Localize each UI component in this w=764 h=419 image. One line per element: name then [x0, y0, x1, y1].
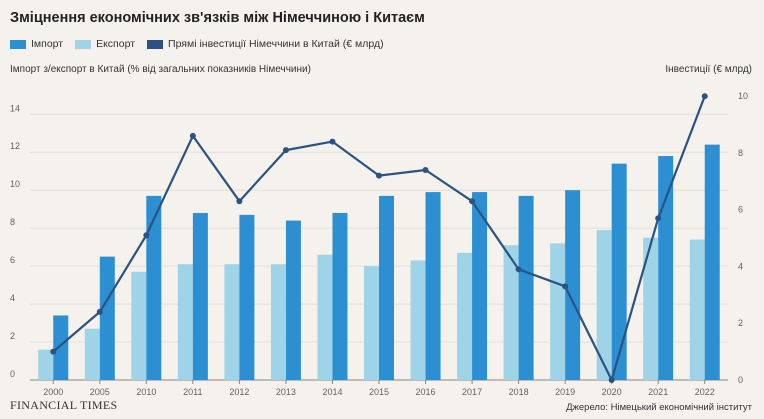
bar-export — [131, 271, 147, 380]
x-tick-label: 2017 — [462, 387, 482, 397]
investment-point — [376, 172, 382, 179]
legend-item-export: Експорт — [75, 38, 135, 50]
bar-export — [596, 230, 612, 380]
x-tick-label: 2011 — [183, 387, 202, 397]
y-tick-label-right: 6 — [738, 205, 743, 215]
y-tick-label-right: 8 — [738, 148, 743, 158]
y-tick-label-right: 0 — [738, 375, 743, 385]
y-tick-label-right: 2 — [738, 318, 743, 328]
x-tick-label: 2013 — [276, 387, 296, 397]
bar-import — [99, 256, 115, 380]
bar-export — [689, 239, 705, 380]
y-tick-label-left: 2 — [10, 331, 15, 341]
bar-export — [224, 264, 240, 380]
y-tick-label-right: 10 — [738, 91, 748, 101]
bar-import — [192, 212, 208, 380]
bar-import — [285, 220, 301, 380]
ft-logo: FINANCIAL TIMES — [10, 398, 118, 412]
x-tick-label: 2021 — [648, 387, 668, 397]
y-tick-label-left: 8 — [10, 217, 15, 227]
x-tick-label: 2012 — [229, 387, 249, 397]
x-tick-label: 2015 — [369, 387, 389, 397]
legend-item-import: Імпорт — [10, 38, 63, 50]
bar-export — [177, 264, 193, 380]
bar-export — [503, 245, 519, 380]
bar-import — [425, 192, 441, 380]
y-tick-label-left: 14 — [10, 103, 20, 113]
x-tick-label: 2019 — [555, 387, 575, 397]
bar-import — [518, 195, 534, 380]
bar-import — [379, 195, 394, 380]
investment-point — [608, 377, 615, 383]
investment-point — [562, 283, 569, 290]
investment-point — [701, 93, 708, 100]
source-note: Джерело: Німецький економічний інститут — [566, 402, 752, 413]
x-tick-label: 2016 — [416, 387, 436, 397]
x-tick-label: 2005 — [90, 387, 110, 397]
investment-point — [96, 308, 103, 315]
x-tick-label: 2020 — [602, 387, 622, 397]
bar-import — [658, 156, 674, 380]
investment-point — [469, 198, 476, 205]
legend-swatch-import — [10, 39, 26, 49]
y-tick-label-left: 4 — [10, 293, 15, 303]
bar-import — [472, 192, 488, 380]
x-tick-label: 2000 — [43, 387, 63, 397]
investment-point — [50, 348, 57, 355]
investment-point — [329, 138, 336, 145]
y-tick-label-left: 0 — [10, 369, 15, 379]
x-tick-label: 2010 — [136, 387, 156, 397]
bar-import — [53, 315, 69, 380]
bar-import — [146, 195, 162, 380]
bar-export — [643, 237, 659, 380]
bar-import — [704, 144, 720, 380]
investment-point — [515, 266, 522, 273]
legend-label-export: Експорт — [96, 38, 136, 50]
investment-point — [282, 147, 289, 154]
legend-item-investment: Прямі інвестиції Німеччини в Китай (€ мл… — [147, 38, 384, 50]
bar-import — [611, 163, 627, 380]
bar-export — [317, 254, 333, 380]
chart-title: Зміцнення економічних зв'язків між Німеч… — [10, 10, 425, 26]
legend-label-import: Імпорт — [31, 38, 64, 50]
y-axis-title-right: Інвестиції (€ млрд) — [665, 64, 752, 75]
y-tick-label-left: 12 — [10, 141, 20, 151]
legend-swatch-export — [75, 39, 92, 49]
bar-import — [239, 214, 255, 380]
bar-export — [84, 328, 100, 380]
bar-export — [364, 266, 379, 380]
investment-point — [655, 215, 662, 222]
x-tick-label: 2014 — [322, 387, 342, 397]
bar-import — [332, 212, 348, 380]
x-tick-label: 2022 — [695, 387, 715, 397]
x-tick-label: 2018 — [509, 387, 529, 397]
investment-point — [236, 198, 243, 205]
bar-export — [38, 349, 54, 380]
bar-export — [410, 260, 426, 380]
y-tick-label-left: 6 — [10, 255, 15, 265]
investment-point — [143, 232, 150, 239]
bar-export — [457, 252, 473, 380]
bar-export — [550, 243, 566, 380]
bar-export — [270, 264, 286, 380]
investment-point — [422, 166, 429, 173]
investment-point — [189, 132, 196, 139]
bar-import — [565, 190, 581, 380]
y-axis-title-left: Імпорт з/експорт в Китай (% від загальни… — [10, 64, 311, 75]
legend-label-investment: Прямі інвестиції Німеччини в Китай (€ мл… — [168, 38, 384, 50]
y-tick-label-right: 4 — [738, 261, 743, 271]
y-tick-label-left: 10 — [10, 179, 20, 189]
legend-swatch-investment — [147, 39, 164, 49]
legend: Імпорт Експорт Прямі інвестиції Німеччин… — [10, 38, 384, 50]
